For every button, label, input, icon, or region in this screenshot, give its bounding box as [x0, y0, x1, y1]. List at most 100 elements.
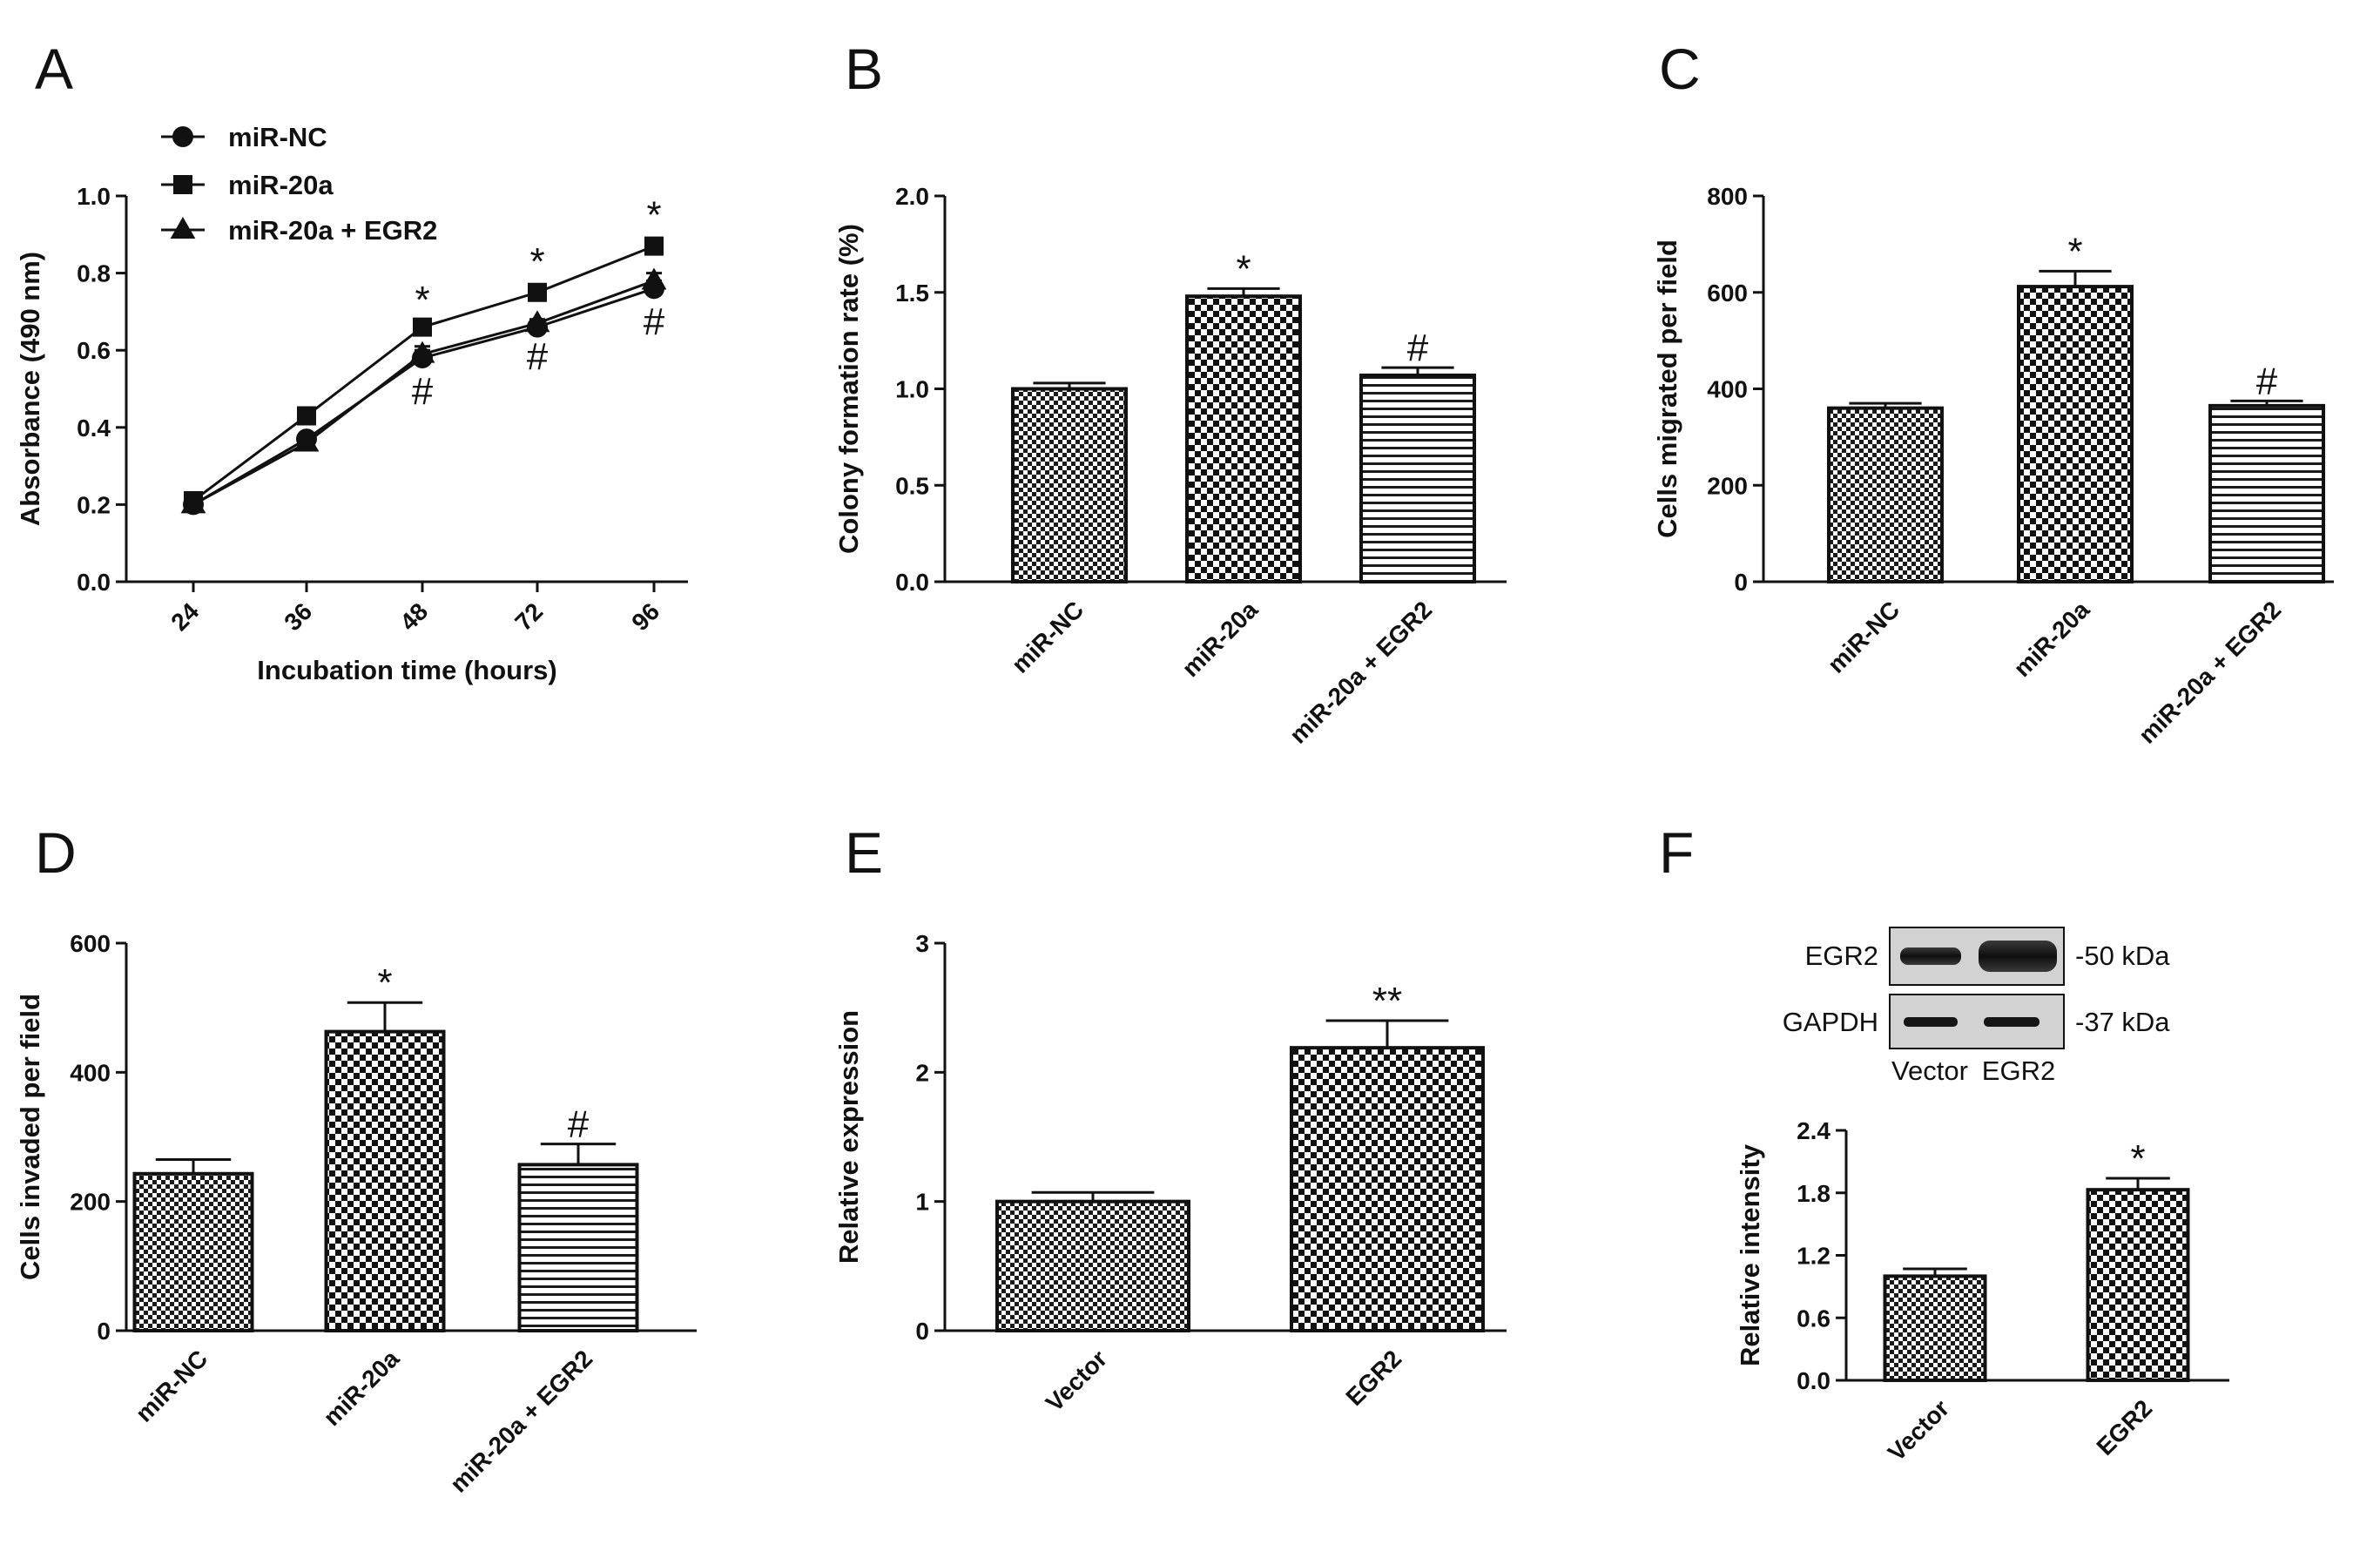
data-point-triangle — [170, 217, 196, 239]
significance-mark: * — [1236, 247, 1251, 290]
panel-d-bar-chart: 0 200 400 600 Cells invaded per field miR-NC *… — [15, 930, 697, 1498]
y-tick-label: 200 — [70, 1189, 111, 1216]
x-tick-label: 96 — [626, 597, 664, 636]
y-axis-label: Relative expression — [833, 1010, 864, 1264]
y-tick-label: 0.0 — [77, 569, 111, 596]
y-tick-label: 2.4 — [1797, 1117, 1831, 1144]
x-category-label: miR-20a — [2008, 596, 2094, 682]
significance-mark: * — [2130, 1137, 2145, 1180]
y-tick-label: 1.8 — [1797, 1180, 1831, 1207]
y-tick-label: 0 — [915, 1318, 929, 1345]
legend-label: miR-NC — [228, 122, 327, 152]
data-point-triangle — [409, 341, 435, 363]
significance-mark: # — [568, 1103, 590, 1146]
significance-mark: * — [646, 194, 661, 237]
y-tick-label: 0.0 — [1797, 1367, 1831, 1394]
bar — [1290, 1046, 1485, 1333]
panel-label-c: C — [1659, 37, 1701, 101]
bar — [995, 1199, 1190, 1332]
data-point-circle — [172, 126, 193, 147]
band-gapdh-vector — [1904, 1017, 1958, 1027]
data-point-square — [173, 175, 192, 194]
bar — [1827, 406, 1944, 583]
bar — [517, 1163, 639, 1333]
data-point-triangle — [524, 310, 550, 333]
data-point-square — [297, 406, 316, 426]
band-gapdh-egr2 — [1984, 1017, 2040, 1027]
data-point-square — [528, 282, 547, 302]
significance-mark: * — [529, 240, 544, 283]
western-blot: EGR2 GAPDH -50 kDa -37 kDa Vector EGR2 — [1783, 927, 2170, 1086]
panel-label-a: A — [35, 37, 73, 101]
significance-mark: * — [415, 279, 429, 321]
data-point-triangle — [641, 267, 667, 290]
y-tick-label: 1.5 — [895, 280, 929, 307]
blot-lane-vector: Vector — [1891, 1055, 1968, 1086]
x-tick-label: 72 — [509, 597, 548, 636]
panel-e-bar-chart: 0 1 2 3 Relative expression Vector ** EGR2 — [833, 930, 1507, 1417]
data-point-square — [413, 317, 432, 337]
y-tick-label: 0.2 — [77, 491, 111, 518]
x-tick-label: 48 — [394, 597, 433, 636]
y-axis-label: Cells migrated per field — [1652, 239, 1682, 538]
blot-row-label-gapdh: GAPDH — [1783, 1007, 1878, 1037]
y-tick-label: 0.6 — [77, 337, 111, 364]
bar — [132, 1171, 254, 1333]
panel-label-d: D — [35, 820, 77, 885]
significance-mark: * — [377, 961, 392, 1004]
x-axis-label: Incubation time (hours) — [257, 655, 556, 685]
y-tick-label: 2 — [915, 1059, 929, 1086]
x-category-label: EGR2 — [2091, 1394, 2157, 1460]
y-tick-label: 0 — [1734, 569, 1748, 596]
y-tick-label: 400 — [1707, 376, 1748, 403]
blot-row-label-egr2: EGR2 — [1805, 941, 1878, 971]
band-egr2-egr2 — [1979, 941, 2057, 972]
x-category-label: Vector — [1883, 1394, 1955, 1467]
panel-label-f: F — [1659, 820, 1694, 885]
y-tick-label: 400 — [70, 1059, 111, 1086]
y-tick-label: 800 — [1707, 183, 1748, 210]
blot-lane-egr2: EGR2 — [1982, 1055, 2055, 1086]
panel-b-bar-chart: 0.0 0.5 1.0 1.5 2.0 Colony formation rate (%)… — [833, 183, 1507, 749]
x-category-label: miR-NC — [131, 1345, 213, 1427]
significance-mark: # — [527, 335, 549, 378]
y-axis-label: Relative intensity — [1735, 1143, 1765, 1366]
x-category-label: EGR2 — [1340, 1345, 1406, 1411]
x-category-label: miR-20a + EGR2 — [1284, 596, 1437, 748]
panel-c-bar-chart: 0 200 400 600 800 Cells migrated per field miR… — [1652, 183, 2334, 749]
significance-mark: # — [412, 370, 434, 413]
y-axis-label: Absorbance (490 nm) — [15, 252, 45, 526]
bar — [1883, 1274, 1987, 1382]
y-tick-label: 1.0 — [895, 376, 929, 403]
y-tick-label: 0.4 — [77, 415, 111, 442]
significance-mark: # — [644, 300, 665, 343]
x-tick-label: 36 — [279, 597, 317, 636]
y-tick-label: 2.0 — [895, 183, 929, 210]
data-point-triangle — [293, 429, 320, 452]
y-tick-label: 0.6 — [1797, 1305, 1831, 1332]
y-tick-label: 0.8 — [77, 260, 111, 287]
x-tick-label: 24 — [165, 597, 204, 636]
x-category-label: miR-NC — [1007, 596, 1089, 678]
y-tick-label: 200 — [1707, 472, 1748, 499]
significance-mark: # — [1407, 327, 1429, 369]
bar — [1011, 387, 1128, 583]
y-axis-label: Colony formation rate (%) — [833, 224, 864, 554]
x-category-label: miR-20a + EGR2 — [2134, 596, 2286, 748]
y-tick-label: 1 — [915, 1189, 929, 1216]
y-tick-label: 3 — [915, 930, 929, 957]
bar — [2086, 1188, 2190, 1382]
panel-label-b: B — [845, 37, 883, 101]
x-category-label: miR-20a + EGR2 — [445, 1345, 597, 1497]
bar — [324, 1029, 446, 1332]
bar — [2017, 285, 2134, 583]
legend-label: miR-20a + EGR2 — [228, 215, 437, 246]
bar — [2208, 403, 2325, 583]
significance-mark: * — [2067, 230, 2082, 273]
x-category-label: miR-20a — [318, 1345, 404, 1431]
x-category-label: miR-NC — [1823, 596, 1905, 678]
bar — [1185, 294, 1302, 583]
significance-mark: ** — [1372, 980, 1402, 1022]
panel-f-bar-chart: 0.0 0.6 1.2 1.8 2.4 Relative intensity Vector *… — [1735, 1117, 2229, 1467]
